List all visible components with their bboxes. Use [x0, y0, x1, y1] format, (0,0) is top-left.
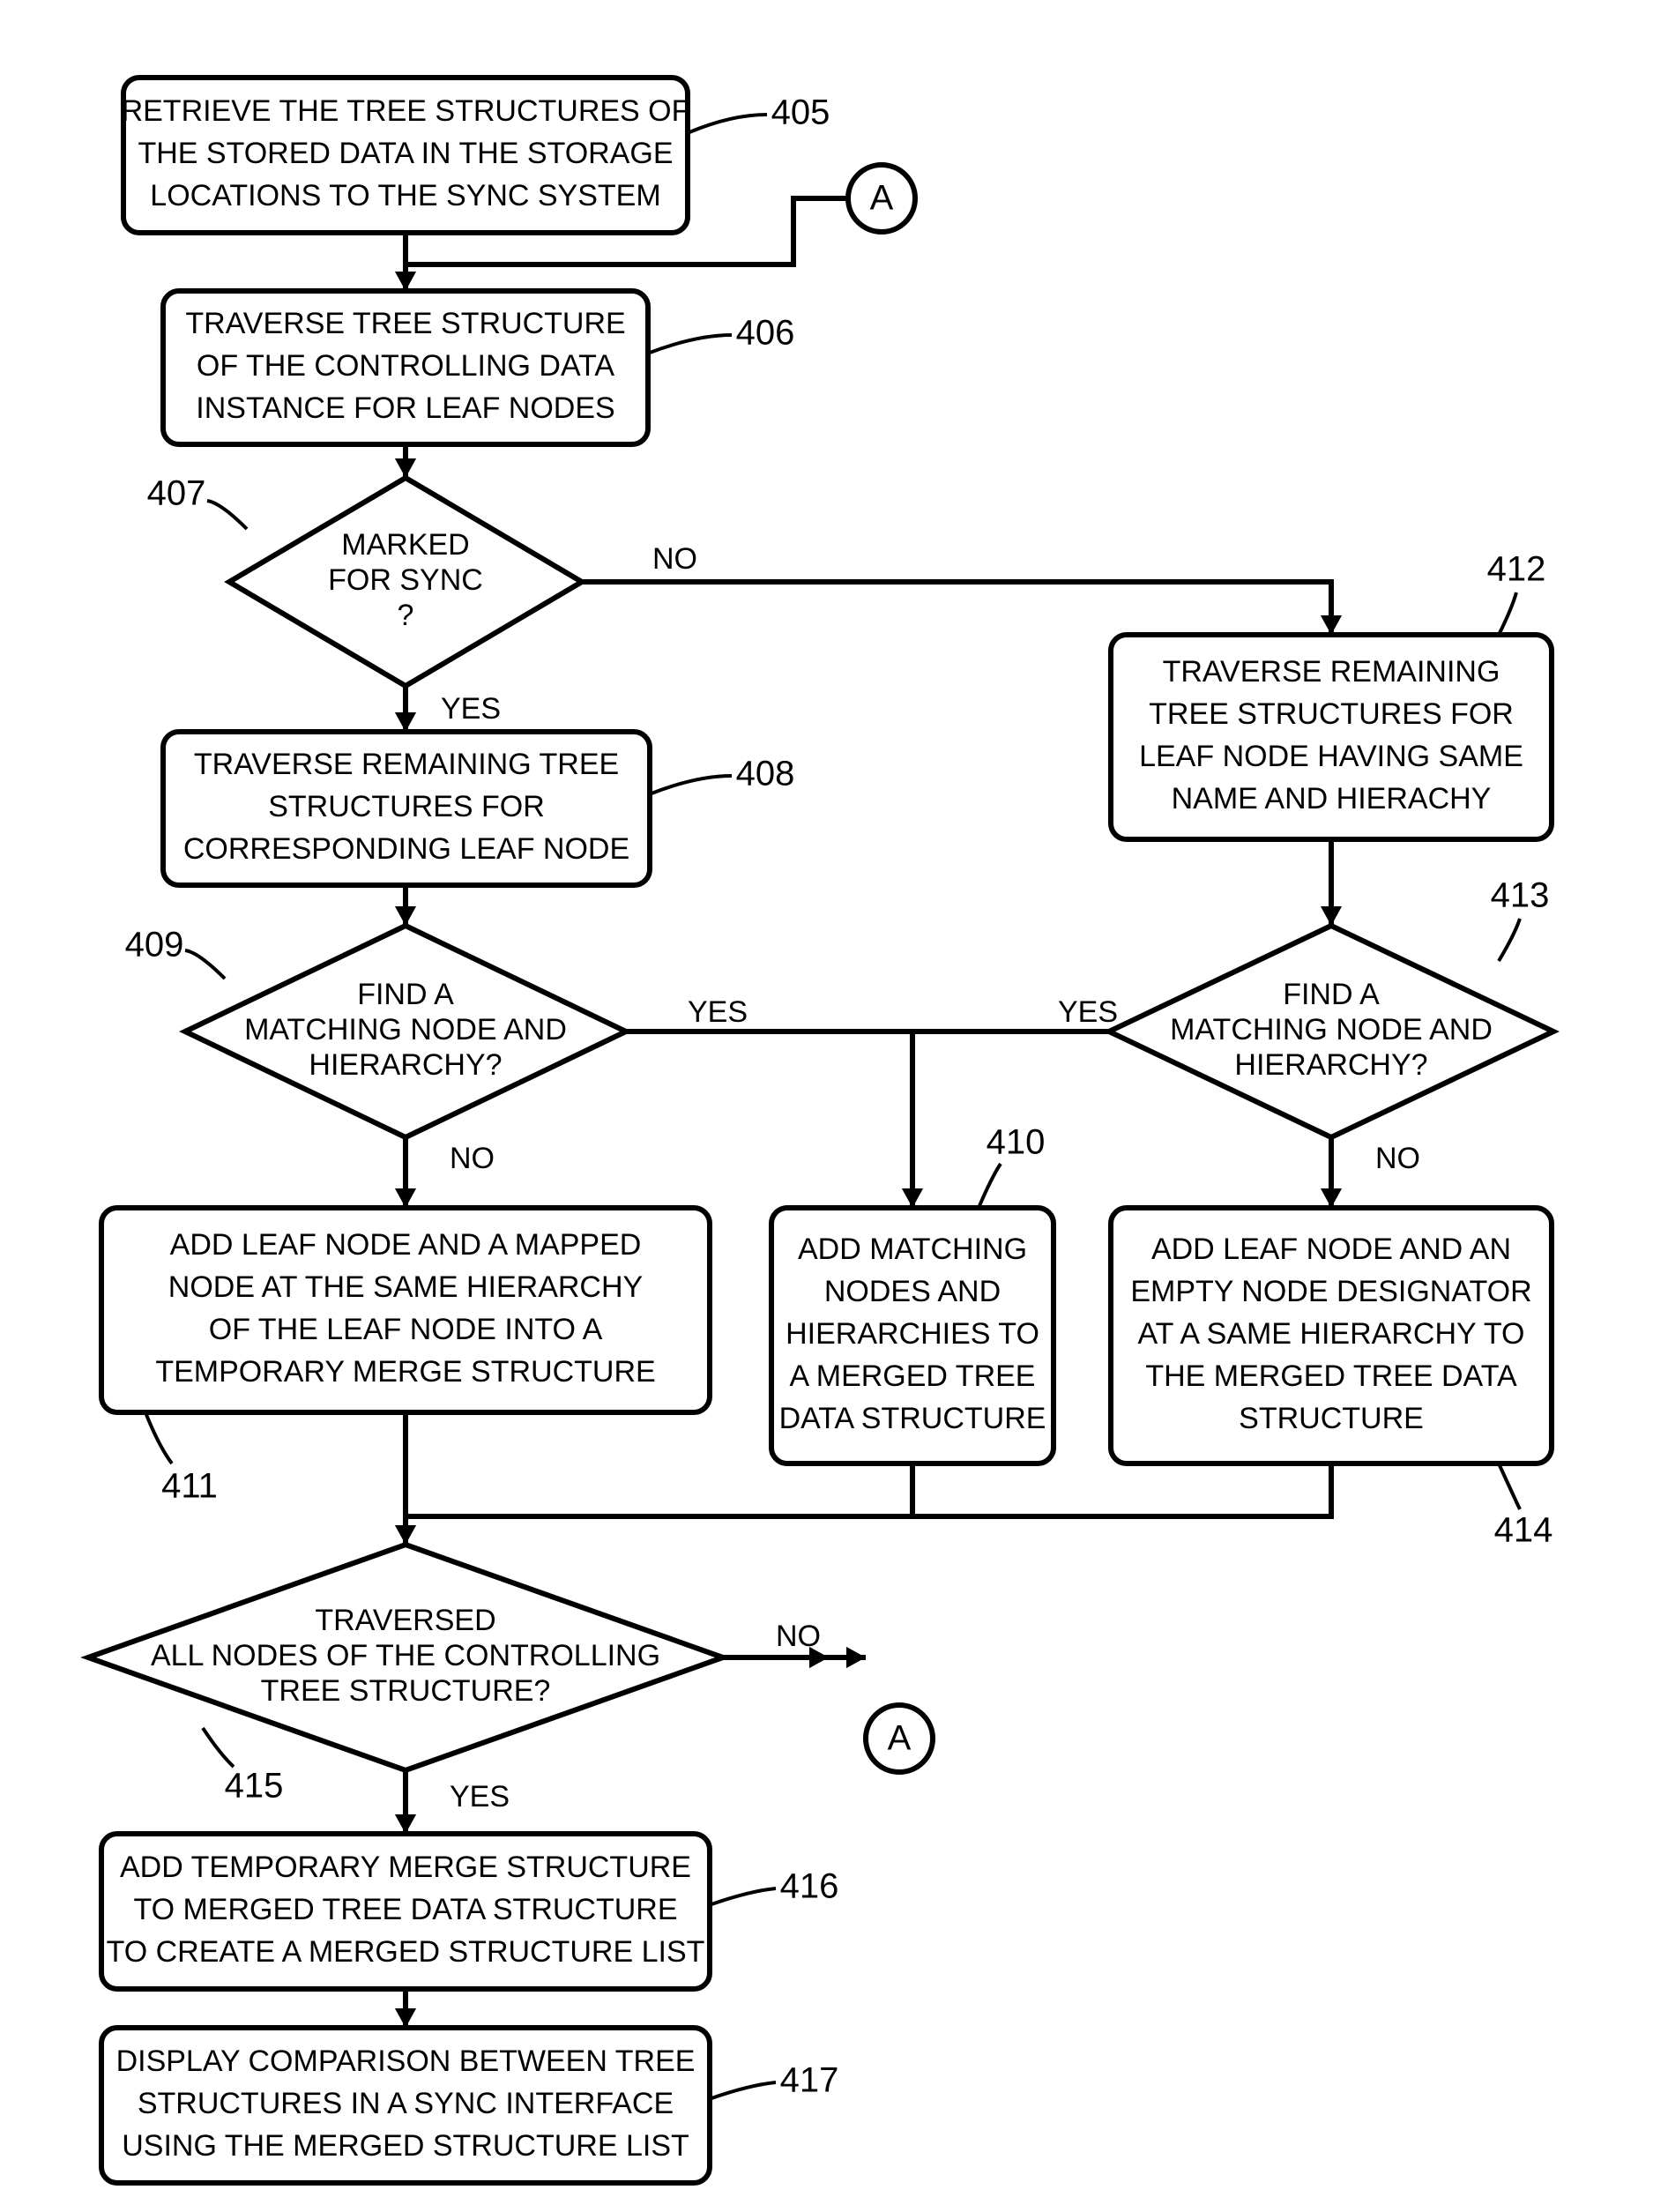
- edge-e407-412-no: [582, 582, 1331, 635]
- edge-e410-join: [406, 1463, 912, 1516]
- node-text: USING THE MERGED STRUCTURE LIST: [122, 2129, 689, 2163]
- edge-label: NO: [1375, 1142, 1420, 1175]
- node-text: STRUCTURES IN A SYNC INTERFACE: [138, 2087, 674, 2120]
- node-text: TO MERGED TREE DATA STRUCTURE: [133, 1893, 677, 1926]
- ref-label-413: 413: [1491, 876, 1550, 915]
- edge-label: YES: [688, 995, 748, 1029]
- ref-label-417: 417: [780, 2061, 839, 2100]
- node-text: THE STORED DATA IN THE STORAGE: [138, 137, 673, 170]
- leader-410: [979, 1164, 1001, 1208]
- node-text: A MERGED TREE: [790, 1359, 1036, 1393]
- node-text: HIERARCHIES TO: [786, 1317, 1039, 1351]
- node-text: STRUCTURE: [1239, 1402, 1424, 1435]
- arrowhead: [1321, 615, 1342, 635]
- node-text: AT A SAME HIERARCHY TO: [1138, 1317, 1525, 1351]
- node-text: FIND A: [357, 978, 454, 1011]
- leader-409: [185, 950, 225, 979]
- node-text: DATA STRUCTURE: [779, 1402, 1046, 1435]
- node-text: EMPTY NODE DESIGNATOR: [1130, 1275, 1531, 1308]
- leader-412: [1499, 592, 1516, 635]
- node-text: FIND A: [1283, 978, 1380, 1011]
- node-text: NODE AT THE SAME HIERARCHY: [168, 1270, 643, 1304]
- leader-405: [689, 115, 767, 132]
- arrowhead: [846, 1647, 866, 1668]
- ref-label-412: 412: [1487, 550, 1546, 589]
- node-text: OF THE LEAF NODE INTO A: [209, 1313, 603, 1346]
- leader-416: [711, 1888, 776, 1904]
- leader-414: [1499, 1463, 1520, 1509]
- node-text: LOCATIONS TO THE SYNC SYSTEM: [150, 179, 660, 212]
- node-text: NODES AND: [824, 1275, 1001, 1308]
- edge-label: NO: [652, 542, 697, 576]
- node-text: MATCHING NODE AND: [1170, 1013, 1493, 1046]
- node-text: NAME AND HIERACHY: [1172, 782, 1492, 816]
- arrowhead: [395, 1814, 416, 1834]
- node-text: TRAVERSE TREE STRUCTURE: [185, 307, 625, 340]
- node-text: THE MERGED TREE DATA: [1145, 1359, 1517, 1393]
- node-text: HIERARCHY?: [309, 1048, 502, 1082]
- node-text: TEMPORARY MERGE STRUCTURE: [155, 1355, 655, 1389]
- connector-label: A: [870, 179, 894, 218]
- edge-e414-join: [406, 1463, 1331, 1516]
- leader-417: [711, 2082, 776, 2098]
- edge-label: NO: [450, 1142, 495, 1175]
- node-text: ADD LEAF NODE AND A MAPPED: [170, 1228, 642, 1262]
- ref-label-415: 415: [225, 1767, 284, 1806]
- arrowhead: [395, 1188, 416, 1208]
- ref-label-405: 405: [771, 93, 830, 132]
- node-text: RETRIEVE THE TREE STRUCTURES OF: [122, 94, 690, 128]
- node-text: ALL NODES OF THE CONTROLLING: [151, 1639, 660, 1672]
- edge-label: YES: [441, 692, 501, 726]
- node-text: TRAVERSE REMAINING TREE: [194, 748, 619, 781]
- leader-407: [207, 501, 247, 529]
- node-text: OF THE CONTROLLING DATA: [197, 349, 614, 383]
- ref-label-414: 414: [1494, 1511, 1553, 1550]
- leader-413: [1499, 919, 1520, 961]
- node-text: ?: [398, 599, 414, 632]
- connector-label: A: [888, 1719, 912, 1758]
- node-text: TRAVERSE REMAINING: [1163, 655, 1500, 689]
- node-text: INSTANCE FOR LEAF NODES: [196, 391, 614, 425]
- node-text: TRAVERSED: [315, 1604, 495, 1637]
- node-text: TO CREATE A MERGED STRUCTURE LIST: [107, 1935, 705, 1969]
- ref-label-408: 408: [736, 755, 795, 793]
- node-text: ADD LEAF NODE AND AN: [1151, 1233, 1511, 1266]
- arrowhead: [1321, 1188, 1342, 1208]
- ref-label-407: 407: [147, 474, 206, 513]
- node-text: ADD MATCHING: [798, 1233, 1027, 1266]
- node-text: DISPLAY COMPARISON BETWEEN TREE: [116, 2044, 696, 2078]
- node-text: STRUCTURES FOR: [268, 790, 545, 823]
- edge-label: YES: [1058, 995, 1118, 1029]
- ref-label-410: 410: [987, 1123, 1046, 1162]
- node-text: FOR SYNC: [328, 563, 483, 597]
- edge-label: NO: [776, 1620, 821, 1653]
- edge-label: YES: [450, 1780, 510, 1814]
- node-text: MATCHING NODE AND: [244, 1013, 567, 1046]
- node-text: HIERARCHY?: [1234, 1048, 1427, 1082]
- ref-label-406: 406: [736, 314, 795, 353]
- ref-label-416: 416: [780, 1867, 839, 1906]
- arrowhead: [395, 712, 416, 732]
- arrowhead: [395, 1525, 416, 1545]
- arrowhead: [902, 1188, 923, 1208]
- arrowhead: [395, 272, 416, 291]
- node-text: MARKED: [341, 528, 469, 562]
- node-text: CORRESPONDING LEAF NODE: [183, 832, 629, 866]
- node-text: ADD TEMPORARY MERGE STRUCTURE: [120, 1851, 691, 1884]
- edge-e409-410-yes: [626, 1032, 912, 1208]
- leader-408: [652, 776, 732, 793]
- ref-label-409: 409: [125, 926, 184, 964]
- leader-406: [650, 335, 732, 353]
- node-text: TREE STRUCTURE?: [261, 1674, 551, 1708]
- ref-label-411: 411: [161, 1467, 218, 1506]
- node-text: LEAF NODE HAVING SAME: [1139, 740, 1523, 773]
- leader-411: [145, 1412, 172, 1463]
- leader-415: [203, 1728, 234, 1767]
- arrowhead: [395, 2008, 416, 2028]
- node-text: TREE STRUCTURES FOR: [1149, 697, 1514, 731]
